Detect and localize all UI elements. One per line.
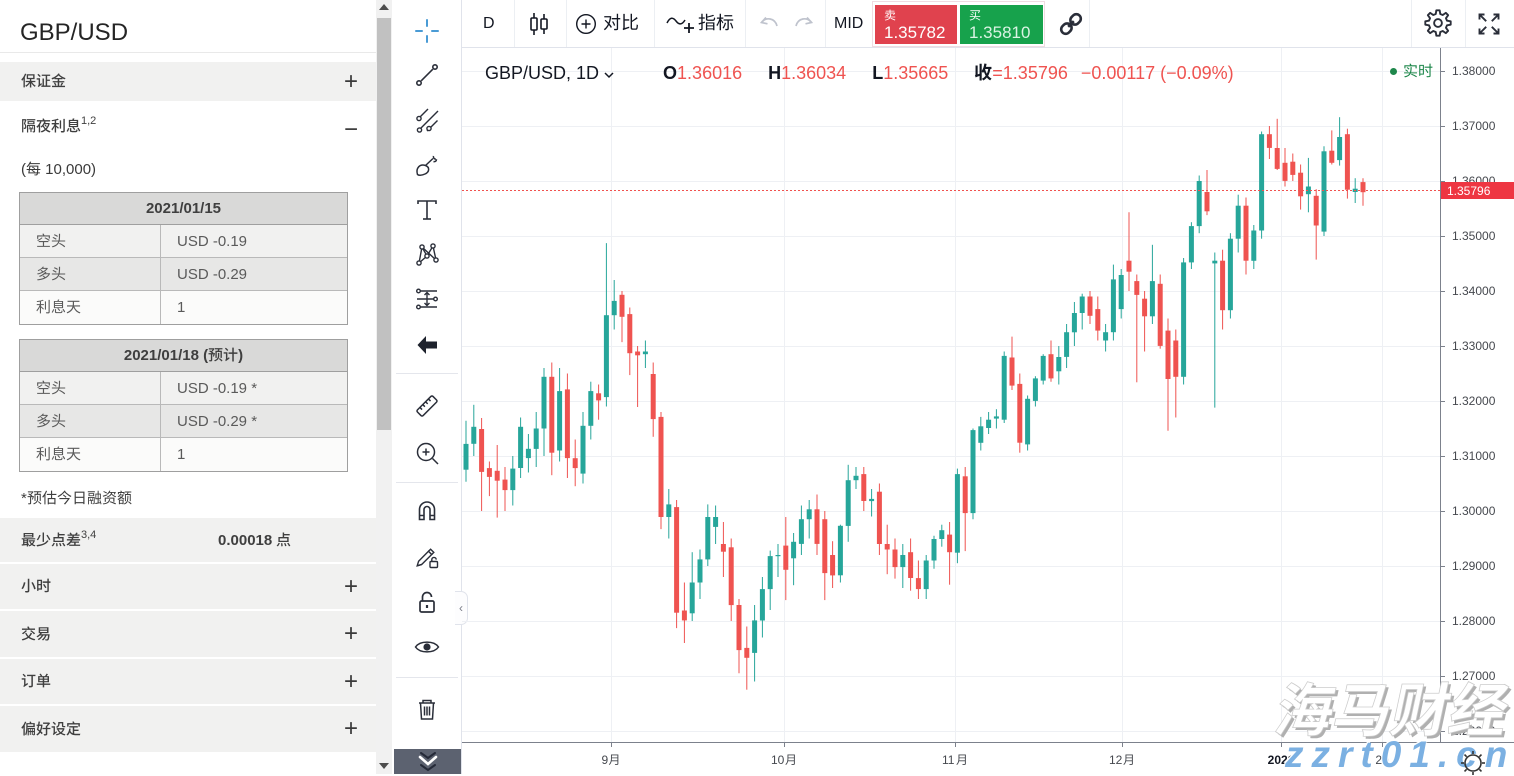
svg-text:11: 11 [942, 753, 955, 767]
svg-text:1.35000: 1.35000 [1452, 229, 1496, 243]
svg-text:1.29000: 1.29000 [1452, 559, 1496, 573]
svg-text:10: 10 [771, 753, 785, 767]
svg-text:9: 9 [602, 753, 609, 767]
svg-text:1.38000: 1.38000 [1452, 64, 1496, 78]
svg-text:1.35796: 1.35796 [1447, 184, 1491, 198]
svg-text:1.34000: 1.34000 [1452, 284, 1496, 298]
svg-text:2021: 2021 [1268, 753, 1295, 767]
svg-text:12: 12 [1109, 753, 1123, 767]
svg-text:1.37000: 1.37000 [1452, 119, 1496, 133]
svg-text:20: 20 [1375, 753, 1389, 767]
svg-text:1.31000: 1.31000 [1452, 449, 1496, 463]
svg-text:1.30000: 1.30000 [1452, 504, 1496, 518]
svg-text:1.33000: 1.33000 [1452, 339, 1496, 353]
svg-text:1.32000: 1.32000 [1452, 394, 1496, 408]
svg-text:1.27000: 1.27000 [1452, 669, 1496, 683]
svg-text:1.28000: 1.28000 [1452, 614, 1496, 628]
